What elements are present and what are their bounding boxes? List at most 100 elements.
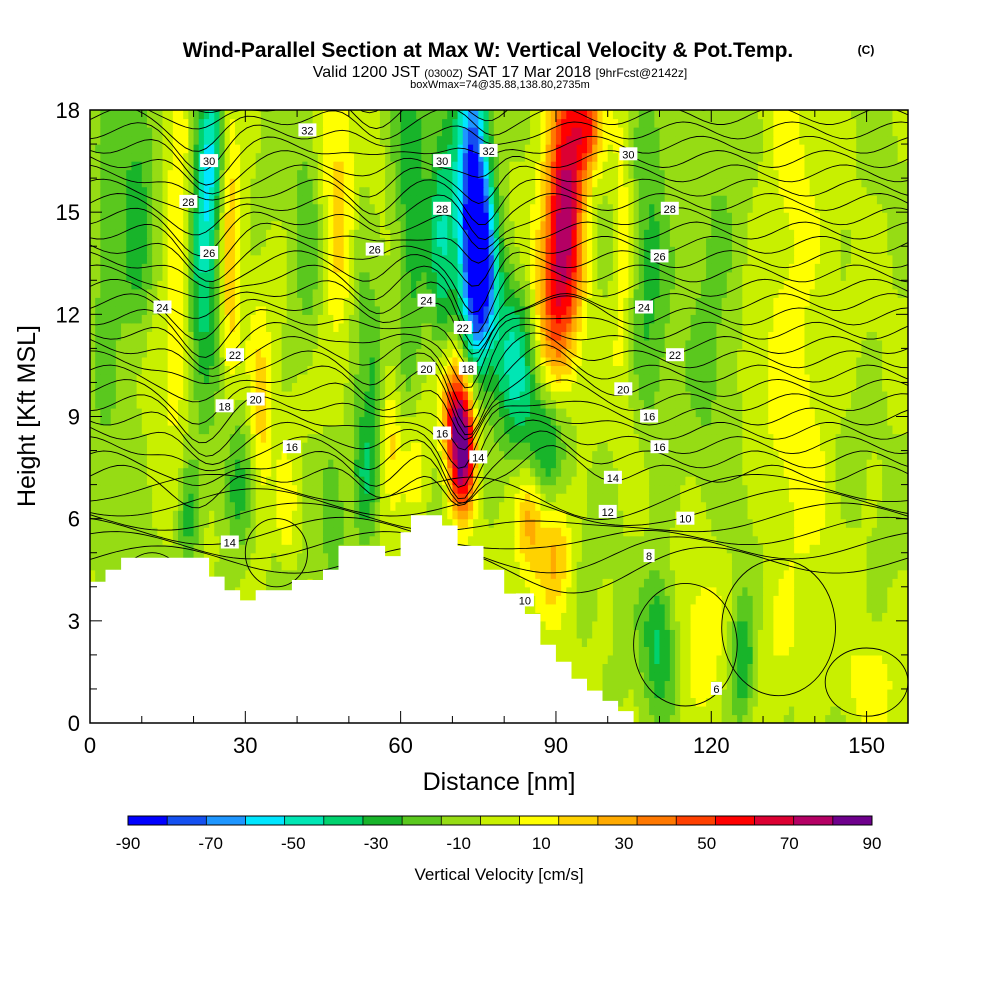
velocity-cell bbox=[131, 501, 138, 511]
velocity-cell bbox=[514, 510, 521, 520]
velocity-cell bbox=[234, 501, 241, 511]
velocity-cell bbox=[571, 493, 578, 503]
velocity-cell bbox=[338, 518, 345, 528]
velocity-cell bbox=[716, 612, 723, 622]
velocity-cell bbox=[892, 680, 899, 690]
velocity-cell bbox=[514, 578, 521, 588]
velocity-cell bbox=[555, 603, 562, 613]
velocity-cell bbox=[830, 663, 837, 673]
velocity-cell bbox=[731, 552, 738, 562]
velocity-cell bbox=[193, 484, 200, 494]
velocity-cell bbox=[706, 637, 712, 647]
velocity-cell bbox=[695, 493, 702, 503]
velocity-cell bbox=[871, 646, 878, 656]
velocity-cell bbox=[882, 518, 888, 528]
velocity-cell bbox=[623, 680, 630, 690]
velocity-cell bbox=[509, 552, 516, 562]
velocity-cell bbox=[716, 476, 723, 486]
velocity-cell bbox=[711, 705, 718, 716]
velocity-cell bbox=[545, 518, 552, 528]
velocity-cell bbox=[224, 459, 231, 469]
velocity-cell bbox=[587, 671, 593, 682]
velocity-cell bbox=[819, 561, 826, 571]
velocity-cell bbox=[804, 586, 811, 596]
velocity-cell bbox=[731, 578, 738, 588]
velocity-cell bbox=[214, 527, 221, 537]
velocity-cell bbox=[245, 569, 252, 579]
velocity-cell bbox=[214, 476, 221, 486]
velocity-cell bbox=[152, 527, 158, 537]
velocity-cell bbox=[659, 544, 666, 554]
velocity-cell bbox=[856, 603, 863, 613]
velocity-cell bbox=[266, 561, 272, 571]
velocity-cell bbox=[902, 595, 908, 605]
velocity-cell bbox=[592, 629, 598, 639]
velocity-cell bbox=[488, 552, 495, 562]
velocity-cell bbox=[571, 544, 578, 554]
velocity-cell bbox=[649, 493, 655, 503]
velocity-cell bbox=[768, 459, 774, 469]
velocity-cell bbox=[602, 527, 609, 537]
velocity-cell bbox=[778, 527, 785, 537]
velocity-cell bbox=[675, 527, 681, 537]
velocity-cell bbox=[851, 510, 857, 520]
velocity-cell bbox=[157, 535, 164, 545]
velocity-cell bbox=[685, 476, 692, 486]
velocity-cell bbox=[519, 586, 526, 596]
velocity-cell bbox=[504, 586, 510, 596]
velocity-cell bbox=[659, 510, 666, 520]
velocity-cell bbox=[711, 654, 718, 664]
velocity-cell bbox=[333, 484, 340, 494]
velocity-cell bbox=[390, 459, 397, 469]
velocity-cell bbox=[136, 476, 143, 486]
velocity-cell bbox=[266, 518, 272, 528]
velocity-cell bbox=[602, 671, 609, 682]
velocity-cell bbox=[146, 518, 153, 528]
velocity-cell bbox=[131, 552, 138, 562]
velocity-cell bbox=[178, 484, 184, 494]
velocity-cell bbox=[581, 476, 588, 486]
velocity-cell bbox=[706, 714, 712, 723]
velocity-cell bbox=[571, 527, 578, 537]
velocity-cell bbox=[592, 493, 598, 503]
velocity-cell bbox=[814, 586, 821, 596]
velocity-cell bbox=[100, 476, 107, 486]
velocity-cell bbox=[488, 450, 495, 460]
velocity-cell bbox=[581, 484, 588, 494]
velocity-cell bbox=[752, 552, 759, 562]
velocity-cell bbox=[157, 510, 164, 520]
velocity-cell bbox=[576, 552, 583, 562]
velocity-cell bbox=[607, 535, 614, 545]
velocity-cell bbox=[322, 561, 329, 571]
velocity-cell bbox=[695, 697, 702, 707]
velocity-cell bbox=[524, 501, 531, 511]
velocity-cell bbox=[654, 484, 661, 494]
velocity-cell bbox=[690, 714, 697, 723]
velocity-cell bbox=[359, 459, 365, 469]
velocity-cell bbox=[902, 646, 908, 656]
velocity-cell bbox=[649, 680, 655, 690]
velocity-cell bbox=[587, 552, 593, 562]
velocity-cell bbox=[312, 476, 319, 486]
velocity-cell bbox=[814, 527, 821, 537]
velocity-cell bbox=[550, 484, 557, 494]
velocity-cell bbox=[887, 476, 894, 486]
velocity-cell bbox=[866, 688, 873, 699]
velocity-cell bbox=[773, 459, 780, 469]
velocity-cell bbox=[851, 467, 857, 477]
velocity-cell bbox=[654, 654, 661, 664]
velocity-cell bbox=[721, 527, 728, 537]
velocity-cell bbox=[214, 561, 221, 571]
velocity-cell bbox=[825, 467, 831, 477]
velocity-cell bbox=[876, 544, 883, 554]
velocity-cell bbox=[426, 476, 433, 486]
velocity-cell bbox=[607, 671, 614, 682]
velocity-cell bbox=[866, 705, 873, 716]
velocity-cell bbox=[768, 586, 774, 596]
velocity-cell bbox=[731, 467, 738, 477]
velocity-cell bbox=[768, 569, 774, 579]
velocity-cell bbox=[680, 671, 686, 682]
velocity-cell bbox=[814, 544, 821, 554]
velocity-cell bbox=[597, 561, 604, 571]
velocity-cell bbox=[799, 535, 806, 545]
